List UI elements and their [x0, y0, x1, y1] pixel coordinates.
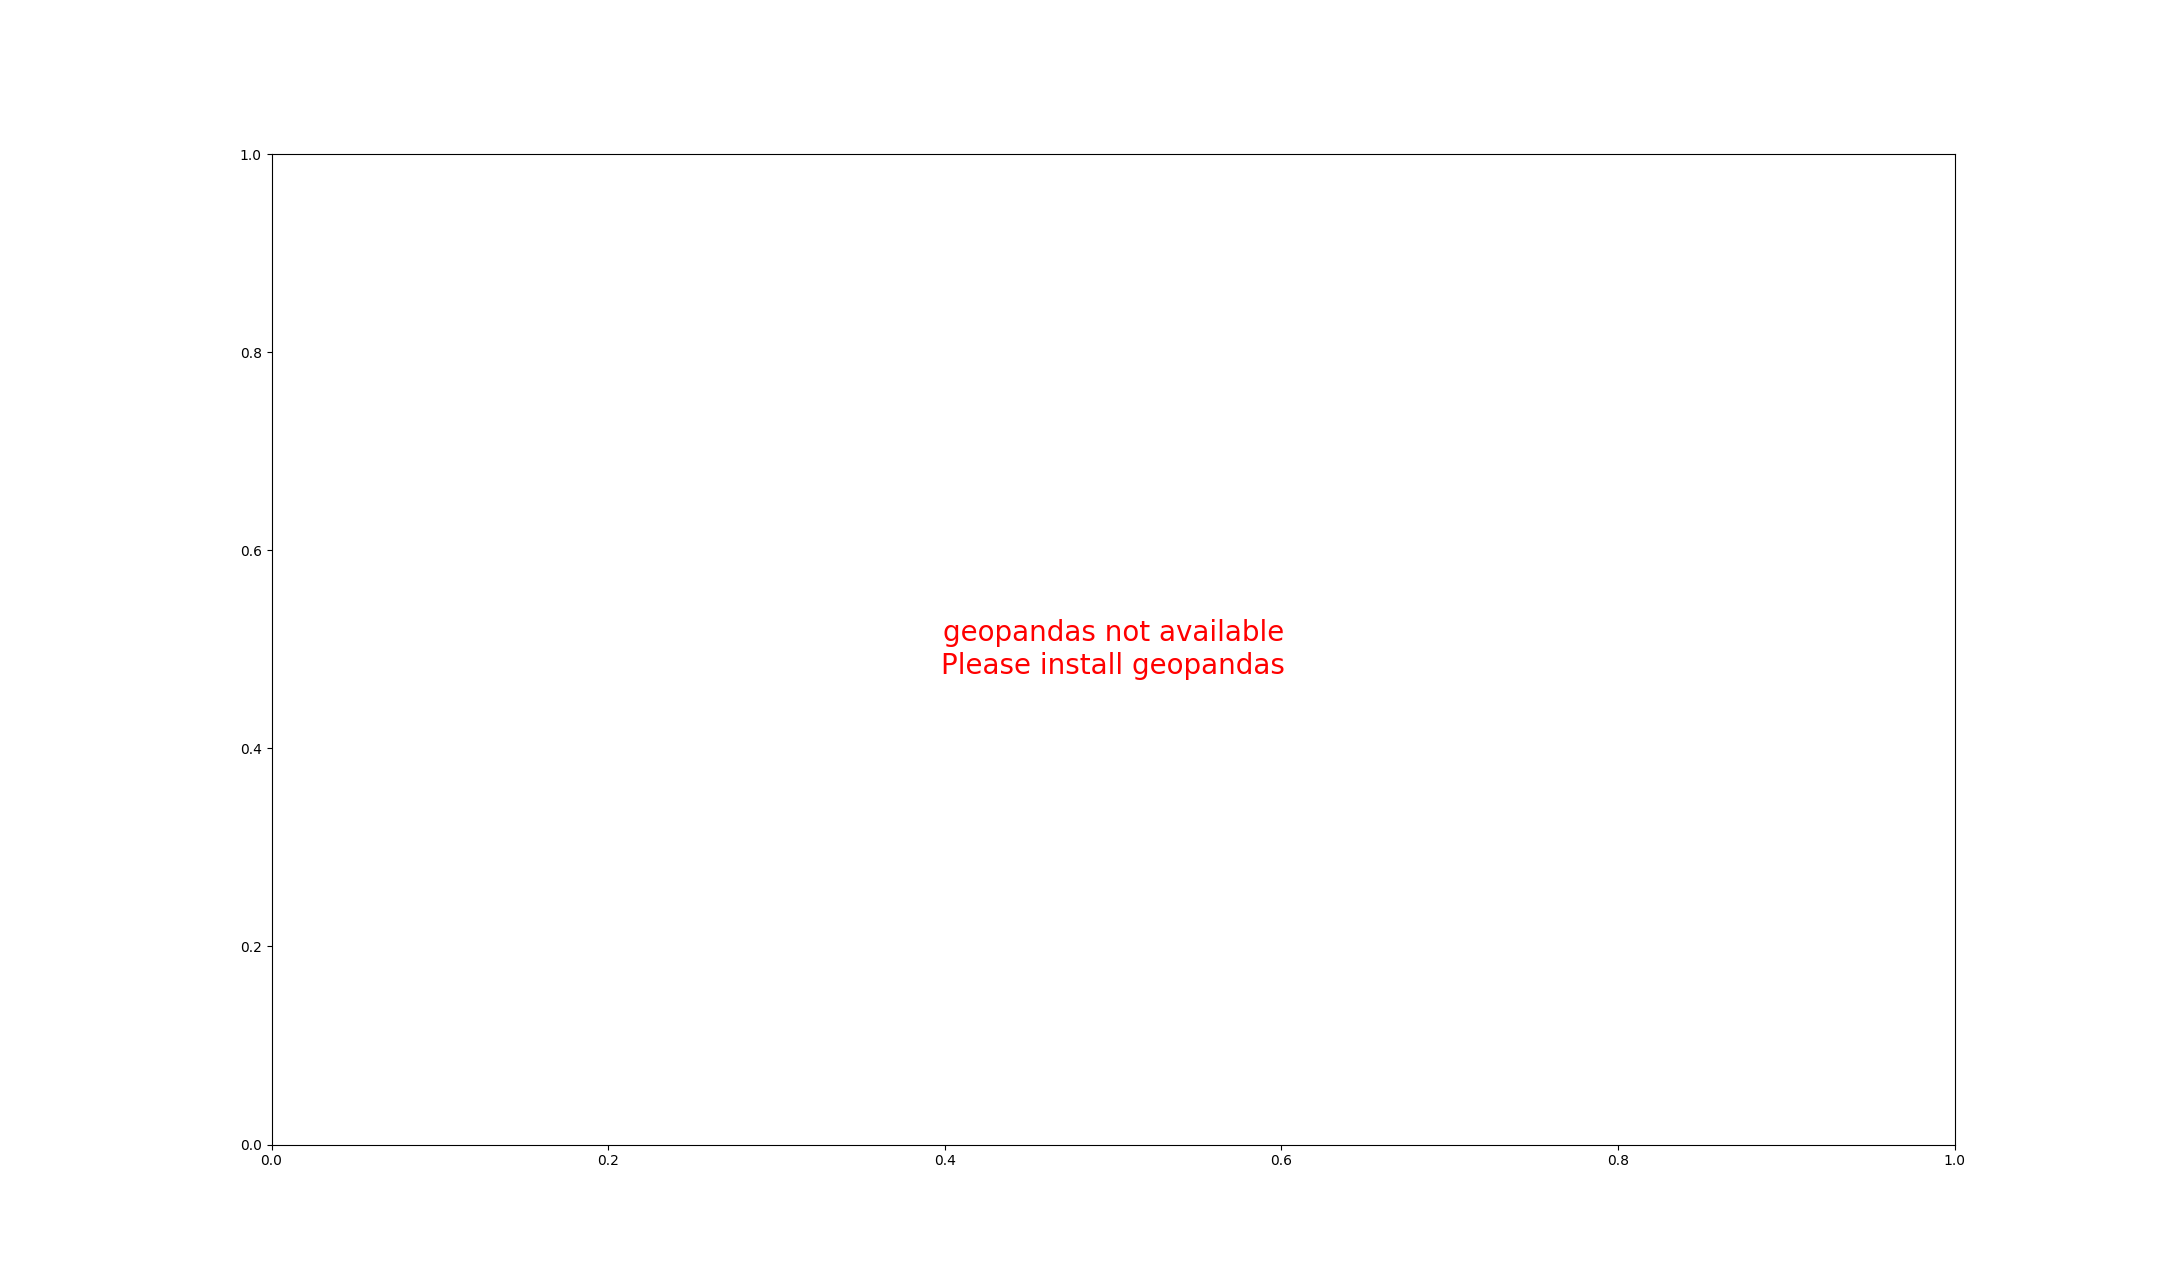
Text: geopandas not available
Please install geopandas: geopandas not available Please install g…	[940, 620, 1286, 679]
